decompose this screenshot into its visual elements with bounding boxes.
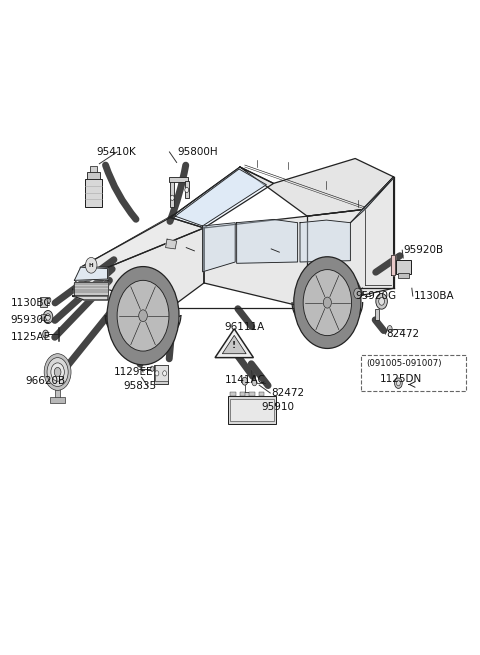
Bar xyxy=(230,392,236,396)
Polygon shape xyxy=(237,219,298,263)
Bar xyxy=(85,179,102,207)
Bar xyxy=(169,177,188,182)
Circle shape xyxy=(51,363,64,381)
Circle shape xyxy=(155,371,159,376)
Bar xyxy=(240,392,245,396)
Polygon shape xyxy=(391,255,395,275)
Bar xyxy=(361,355,466,391)
Polygon shape xyxy=(350,178,394,223)
Bar xyxy=(40,297,47,307)
Text: 95920G: 95920G xyxy=(355,291,396,301)
Bar xyxy=(240,392,249,397)
Polygon shape xyxy=(203,223,235,272)
Circle shape xyxy=(354,288,361,299)
Circle shape xyxy=(303,270,351,335)
Text: 1130BA: 1130BA xyxy=(414,291,455,301)
Polygon shape xyxy=(108,228,204,308)
Circle shape xyxy=(324,297,331,308)
Text: 82472: 82472 xyxy=(386,329,420,339)
Text: 95835: 95835 xyxy=(124,381,157,392)
Polygon shape xyxy=(73,296,108,300)
Circle shape xyxy=(46,314,50,320)
Text: 1125DN: 1125DN xyxy=(380,373,422,384)
Polygon shape xyxy=(222,335,246,354)
Circle shape xyxy=(43,330,48,338)
Text: 1141AC: 1141AC xyxy=(225,375,265,385)
Bar xyxy=(249,392,255,396)
Polygon shape xyxy=(300,220,350,262)
Circle shape xyxy=(47,297,51,303)
Text: 96620B: 96620B xyxy=(25,376,65,386)
Text: 1129EE: 1129EE xyxy=(114,367,154,377)
Bar xyxy=(396,260,411,274)
Bar xyxy=(55,389,60,400)
Bar xyxy=(185,181,189,198)
Bar xyxy=(155,365,168,381)
Circle shape xyxy=(163,371,167,376)
Text: H: H xyxy=(89,263,94,268)
Circle shape xyxy=(379,297,384,305)
Polygon shape xyxy=(74,282,108,295)
Text: (091005-091007): (091005-091007) xyxy=(366,359,441,368)
Circle shape xyxy=(395,378,402,388)
Bar xyxy=(375,309,379,320)
Bar xyxy=(90,166,97,172)
Bar xyxy=(398,273,409,278)
Polygon shape xyxy=(215,329,253,358)
Circle shape xyxy=(252,379,257,386)
Circle shape xyxy=(387,326,392,332)
Bar xyxy=(228,396,276,424)
Text: 95920B: 95920B xyxy=(403,245,444,255)
Circle shape xyxy=(242,377,248,385)
Circle shape xyxy=(294,257,361,348)
Polygon shape xyxy=(73,217,204,290)
Bar xyxy=(170,181,174,207)
Circle shape xyxy=(44,354,71,390)
Circle shape xyxy=(185,187,189,193)
Polygon shape xyxy=(170,167,274,228)
Circle shape xyxy=(117,280,169,351)
Text: 95410K: 95410K xyxy=(96,147,136,157)
Bar xyxy=(154,365,168,384)
Polygon shape xyxy=(240,159,394,216)
Text: 95930C: 95930C xyxy=(11,314,51,325)
Text: !: ! xyxy=(232,341,236,350)
Bar xyxy=(50,397,65,403)
Circle shape xyxy=(150,366,154,371)
Bar xyxy=(259,392,264,396)
Polygon shape xyxy=(204,177,394,308)
Polygon shape xyxy=(74,267,108,280)
Polygon shape xyxy=(73,267,108,296)
Circle shape xyxy=(170,195,174,200)
Text: 96111A: 96111A xyxy=(225,322,265,333)
Polygon shape xyxy=(175,169,266,226)
Bar xyxy=(87,172,100,179)
Text: 1130BC: 1130BC xyxy=(11,297,51,308)
Text: 82472: 82472 xyxy=(271,388,304,398)
Circle shape xyxy=(107,267,179,365)
Text: 95910: 95910 xyxy=(262,402,295,413)
Text: 1125AE: 1125AE xyxy=(11,331,51,342)
Circle shape xyxy=(376,293,387,309)
Bar xyxy=(230,399,274,421)
Circle shape xyxy=(47,358,68,386)
Circle shape xyxy=(139,310,147,322)
Text: 95800H: 95800H xyxy=(178,147,218,157)
Circle shape xyxy=(85,257,97,273)
Circle shape xyxy=(43,310,53,324)
Circle shape xyxy=(54,367,61,377)
Polygon shape xyxy=(166,239,177,249)
Bar xyxy=(41,314,46,320)
Circle shape xyxy=(396,381,400,386)
